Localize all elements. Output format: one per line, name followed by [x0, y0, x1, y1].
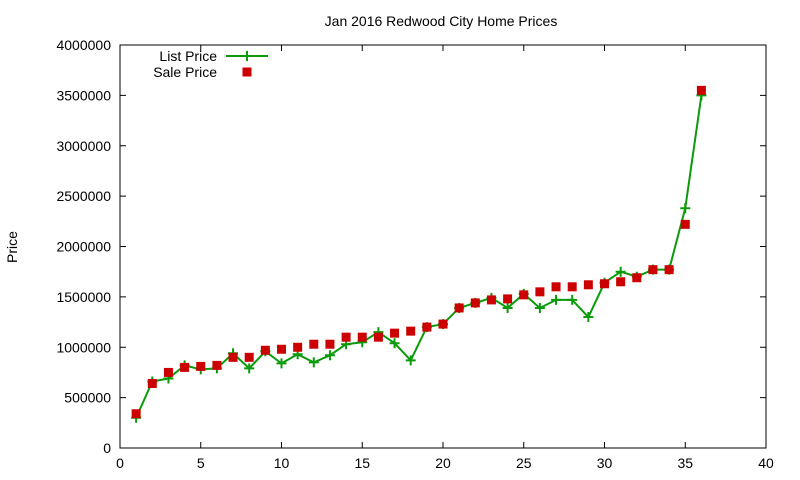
list-price-series [131, 90, 707, 423]
y-tick-label: 3500000 [56, 87, 111, 103]
data-point [357, 332, 367, 342]
legend-swatch-marker [242, 67, 252, 77]
data-point [680, 219, 690, 229]
x-tick-label: 30 [597, 455, 613, 471]
data-point [260, 345, 270, 355]
y-tick-label: 500000 [64, 390, 111, 406]
data-point [212, 360, 222, 370]
x-tick-label: 10 [274, 455, 290, 471]
axis-ticks: 0 5 10 15 20 25 30 35 40 0 500000 1000000 1500000 200… [56, 37, 774, 471]
x-tick-label: 20 [435, 455, 451, 471]
data-point [324, 350, 335, 361]
data-point [616, 277, 626, 287]
data-point [648, 265, 658, 275]
data-point [147, 379, 157, 389]
x-tick-label: 5 [197, 455, 205, 471]
data-point [196, 361, 206, 371]
data-point [664, 265, 674, 275]
sale-price-series [131, 85, 706, 419]
data-point [163, 367, 173, 377]
data-point [309, 339, 319, 349]
data-point [438, 319, 448, 329]
data-point [632, 273, 642, 283]
data-point [390, 328, 400, 338]
data-point [131, 409, 141, 419]
data-point [454, 303, 464, 313]
chart-title: Jan 2016 Redwood City Home Prices [325, 13, 558, 29]
data-point [696, 85, 706, 95]
plot-frame [119, 44, 767, 449]
y-tick-label: 0 [103, 440, 111, 456]
data-point [519, 290, 529, 300]
x-tick-label: 15 [354, 455, 370, 471]
data-point [680, 203, 691, 214]
y-tick-label: 2500000 [56, 188, 111, 204]
data-point [244, 352, 254, 362]
y-tick-label: 1500000 [56, 289, 111, 305]
x-tick-label: 25 [516, 455, 532, 471]
x-tick-label: 0 [116, 455, 124, 471]
legend-label: List Price [159, 48, 217, 64]
data-point [228, 352, 238, 362]
data-point [373, 332, 383, 342]
y-tick-label: 4000000 [56, 37, 111, 53]
data-point [244, 363, 255, 374]
data-point [583, 280, 593, 290]
data-point [534, 302, 545, 313]
data-point [551, 294, 562, 305]
y-tick-label: 2000000 [56, 239, 111, 255]
x-tick-label: 40 [758, 455, 774, 471]
legend-label: Sale Price [153, 64, 217, 80]
data-point [341, 332, 351, 342]
series-layer [131, 85, 707, 423]
data-point [405, 355, 416, 366]
data-point [567, 294, 578, 305]
data-point [583, 312, 594, 323]
data-point [470, 298, 480, 308]
data-point [600, 279, 609, 289]
data-point [277, 344, 286, 354]
data-point [535, 287, 545, 297]
data-point [276, 358, 287, 369]
data-point [389, 338, 400, 349]
x-tick-label: 35 [677, 455, 693, 471]
data-point [325, 339, 335, 349]
data-point [293, 342, 303, 352]
data-point [422, 322, 432, 332]
data-point [567, 282, 577, 292]
y-axis-label: Price [4, 231, 20, 263]
data-point [308, 357, 319, 368]
data-point [502, 302, 513, 313]
data-point [615, 266, 626, 277]
data-point [180, 362, 190, 372]
data-point [551, 282, 561, 292]
legend-swatch-marker [242, 51, 252, 61]
y-tick-label: 3000000 [56, 138, 111, 154]
data-point [503, 294, 513, 304]
data-point [486, 295, 496, 305]
y-tick-label: 1000000 [56, 339, 111, 355]
data-point [406, 326, 416, 336]
